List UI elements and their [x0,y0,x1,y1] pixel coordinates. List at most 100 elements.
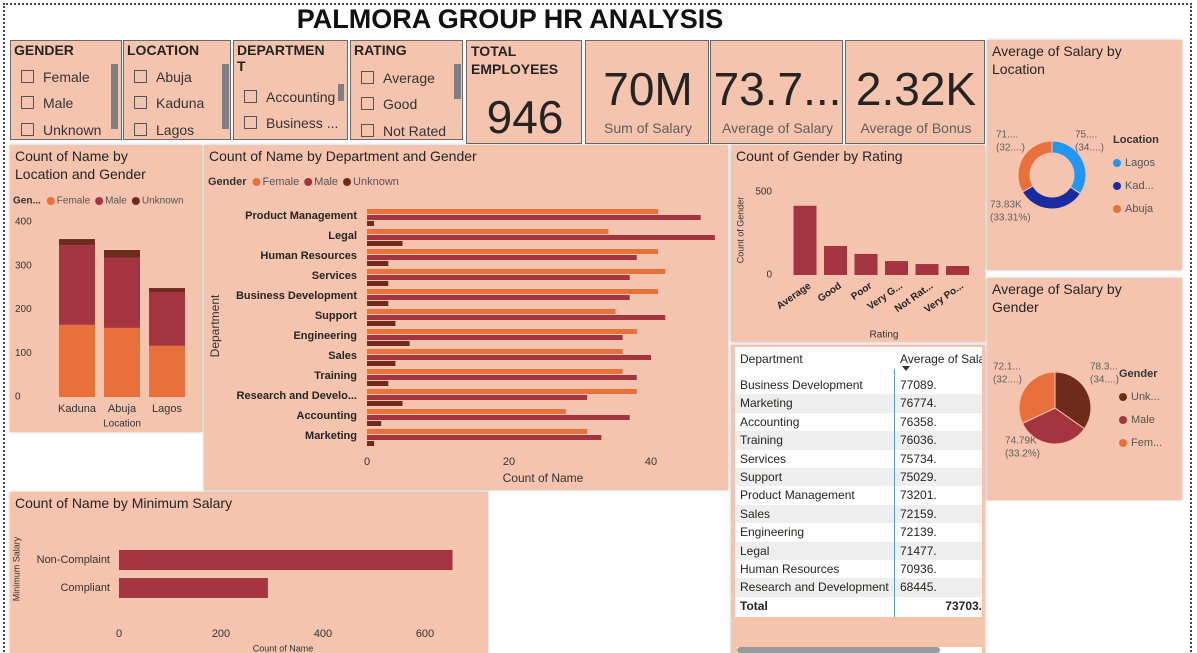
checkbox[interactable] [244,116,257,129]
slicer-item[interactable]: Female [21,68,111,86]
legend-marker [95,197,104,205]
bar [367,409,566,414]
column-divider [894,369,895,617]
chart-title: Count of Name by Location and Gender [15,148,146,182]
slicer-item[interactable]: Lagos [134,121,220,139]
checkbox[interactable] [134,96,147,109]
slicer-item-label[interactable]: Good [383,96,418,112]
table-total: Total 73703. [735,597,982,615]
legend-marker [1113,205,1121,213]
slicer-item-label[interactable]: Female [43,69,90,85]
checkbox[interactable] [134,123,147,136]
slicer-item[interactable]: Abuja [134,68,220,86]
bar [367,235,715,240]
bar [367,415,630,420]
checkbox[interactable] [134,70,147,83]
checkbox[interactable] [21,123,34,136]
table-cell: 73703. [945,598,982,613]
checkbox[interactable] [361,124,374,137]
slicer-item[interactable]: Unknown [21,121,111,139]
bar-segment [104,250,140,258]
checkbox[interactable] [21,96,34,109]
bar [367,295,630,300]
slicer-item-label[interactable]: Unknown [43,122,102,138]
bar [946,266,969,275]
checkbox[interactable] [361,97,374,110]
chart-panel: Average of Salary by Location 75.... (34..… [987,40,1182,270]
legend-marker [46,197,55,205]
bar [367,335,623,340]
legend-marker [1119,416,1127,424]
legend-label: Female [57,196,91,207]
card-value: 73.7... [713,63,842,115]
legend-marker [343,178,352,186]
slicer-item-label[interactable]: Male [43,95,74,111]
table-row: Research and Development 68445. [735,578,982,597]
bar [367,209,659,214]
legend-title: Gender [208,176,247,188]
dashboard-title: PALMORA GROUP HR ANALYSIS [296,4,724,34]
bar [367,261,389,266]
bar [367,355,651,360]
scrollbar [454,64,461,99]
legend-marker [1113,182,1121,190]
bar [367,275,630,280]
slicer-item[interactable]: Accounting [244,88,337,106]
slicer-item-label[interactable]: Abuja [156,69,192,85]
slicer-item[interactable]: Kaduna [134,94,220,112]
bar [824,245,847,275]
x-axis-label: Rating [870,330,899,341]
card-value: 946 [486,91,564,143]
bar-segment [149,288,185,292]
slicer-title: LOCATION [127,42,200,58]
chart: 75.... (34....) 71.... (32....) 73.83K (33.31… [990,130,1159,224]
data-label: (34....) [1075,143,1104,154]
legend-label: Lagos [1125,157,1155,169]
slicer-item-label[interactable]: Average [383,70,435,86]
slicer: LOCATION Abuja Kaduna Lagos [123,40,231,140]
slicer-item-label[interactable]: Accounting [266,89,336,105]
legend-marker [304,178,313,186]
slicer-item[interactable]: Good [361,95,452,113]
x-tick-label: Kaduna [58,403,97,415]
y-tick-label: Training [314,370,357,382]
legend-label: Abuja [1125,203,1154,215]
slicer-item-label[interactable]: Business ... [266,115,339,131]
y-tick-label: 300 [15,260,32,271]
table-row: Legal 71477. [735,541,982,560]
slicer-item[interactable]: Not Rated [361,122,452,140]
y-tick-label: 100 [15,348,32,359]
x-tick-label: 600 [416,628,434,640]
bar [367,315,666,320]
bar [367,421,382,426]
slicer-item-label[interactable]: Lagos [156,122,195,138]
chart: 78.3... (34....) 74.79K (33.2%) 72.1... (32..… [993,362,1162,460]
slicer-item[interactable]: Average [361,69,452,87]
table-cell: Product Management [740,488,855,503]
slicer-item-label[interactable]: Not Rated [383,123,447,139]
legend-label: Fem... [1131,437,1162,449]
table-cell: 73201. [900,488,937,503]
slicer-item[interactable]: Business ... [244,114,339,132]
y-axis-label: Minimum Salary [11,536,21,601]
checkbox[interactable] [21,70,34,83]
slicer-item-label[interactable]: Kaduna [156,95,205,111]
y-tick-label: Product Management [245,210,357,222]
slicer-item[interactable]: Male [21,94,111,112]
checkbox[interactable] [244,90,257,103]
table-row: Training 76036. [735,431,982,450]
bar [367,309,616,314]
data-label: 74.79K [1005,436,1037,447]
chart-panel: Count of Name by Department and Gender Pr… [204,145,728,490]
data-label: 75.... [1075,130,1097,141]
checkbox[interactable] [361,71,374,84]
bar-segment [59,324,95,397]
card-label: Average of Bonus [860,120,972,136]
x-axis-label: Count of Name [253,643,314,653]
legend-title: Location [1113,134,1159,146]
bar [367,389,637,394]
y-tick-label: Accounting [297,410,358,422]
y-tick-label: Research and Develo... [237,390,357,402]
bar [367,289,659,294]
